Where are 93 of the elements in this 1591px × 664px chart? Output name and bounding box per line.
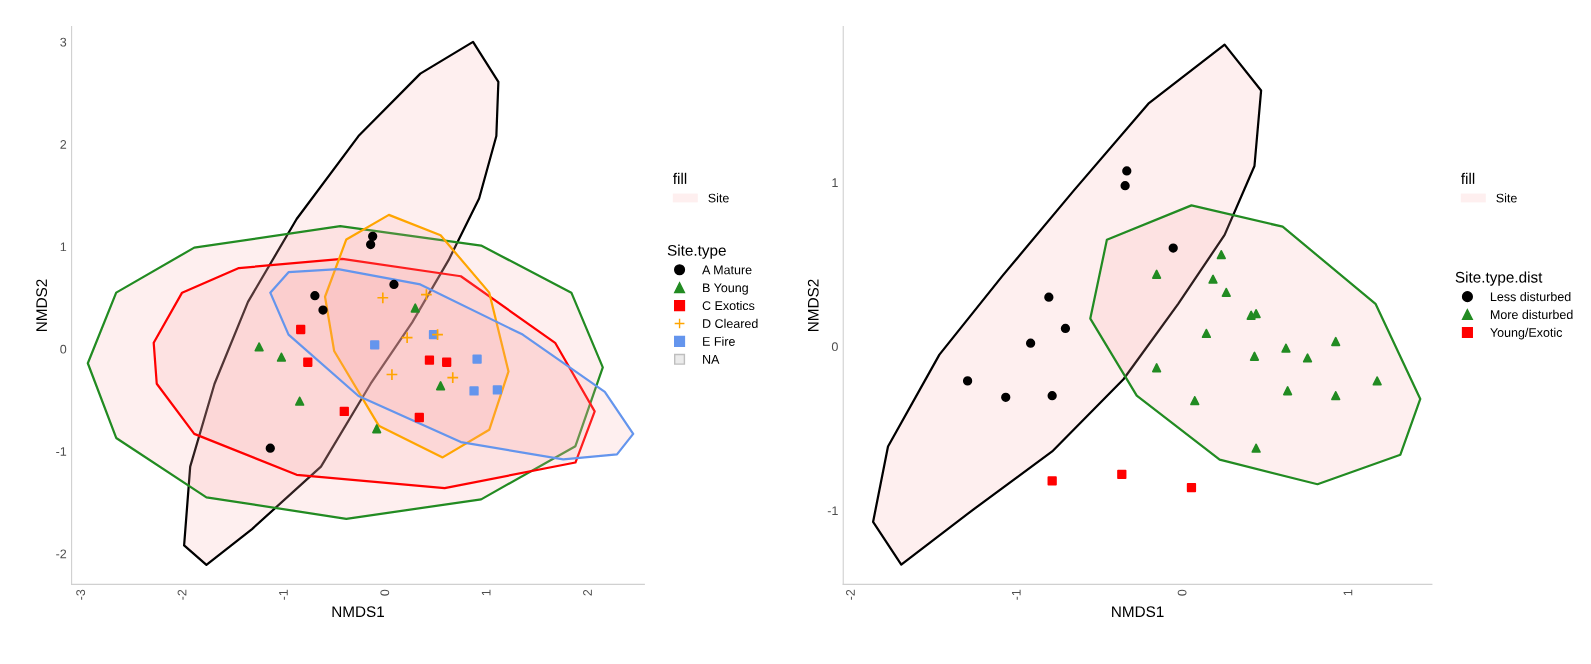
point	[1117, 469, 1127, 480]
point	[296, 324, 306, 335]
point	[1151, 363, 1162, 373]
point	[1001, 392, 1011, 402]
y-tick-label: 1	[60, 242, 67, 252]
point	[1331, 391, 1341, 401]
y-tick-label: 0	[60, 344, 67, 354]
point	[420, 288, 433, 301]
y-tick-label: 2	[60, 140, 67, 149]
legend-label: D Cleared	[703, 318, 758, 328]
point	[431, 328, 444, 341]
legend-title: Site.type.dist	[1455, 271, 1543, 286]
point	[1302, 353, 1313, 363]
point	[424, 355, 435, 365]
y-tick-label: 0	[831, 342, 838, 352]
point	[1060, 323, 1071, 334]
point	[339, 406, 349, 417]
point	[492, 385, 503, 395]
x-axis-title: NMDS1	[1112, 606, 1164, 618]
point	[469, 386, 479, 396]
point	[435, 381, 446, 391]
point	[442, 357, 452, 367]
x-tick-label: 0	[380, 589, 390, 596]
point	[370, 340, 380, 350]
point	[1331, 336, 1341, 347]
text: fill	[673, 172, 687, 184]
point	[276, 352, 287, 362]
x-tick-label: -2	[846, 589, 855, 600]
x-axis-title: NMDS1	[332, 606, 384, 618]
y-tick-label: 3	[60, 37, 67, 47]
point	[1190, 395, 1200, 406]
text: Site	[708, 193, 729, 203]
x-tick-label: 2	[583, 589, 592, 596]
point	[446, 371, 459, 384]
legend-label: Less disturbed	[1490, 291, 1571, 302]
y-tick-label: -2	[56, 549, 67, 559]
y-axis-title: NMDS2	[36, 279, 48, 331]
x-tick-label: -2	[177, 589, 187, 600]
point	[376, 291, 390, 304]
point	[410, 303, 420, 313]
point	[1201, 328, 1212, 338]
point	[414, 412, 424, 423]
y-axis-title: NMDS2	[807, 279, 819, 331]
x-tick-label: -1	[279, 589, 288, 600]
point	[1372, 376, 1382, 386]
point	[254, 342, 264, 352]
point	[1047, 391, 1057, 401]
point	[400, 331, 414, 344]
point	[368, 231, 378, 241]
point	[1281, 343, 1291, 353]
x-tick-label: 1	[1343, 589, 1353, 596]
legend-title: Site.type	[667, 244, 726, 259]
point	[1221, 287, 1231, 297]
legend-label: More disturbed	[1490, 309, 1573, 320]
point	[472, 354, 482, 364]
legend-label: Young/Exotic	[1490, 327, 1563, 340]
point	[1044, 292, 1054, 302]
legend-label: A Mature	[702, 265, 752, 275]
x-tick-label: 1	[481, 589, 491, 596]
point	[389, 279, 399, 290]
point	[1251, 443, 1261, 453]
point	[1186, 482, 1197, 493]
point	[1168, 243, 1178, 253]
point	[385, 368, 399, 381]
point	[1122, 166, 1132, 176]
x-tick-label: -3	[76, 589, 86, 600]
point	[265, 443, 275, 453]
y-tick-label: -1	[827, 506, 838, 516]
point	[1120, 181, 1130, 191]
point	[366, 239, 376, 250]
point	[962, 376, 973, 386]
point	[1047, 476, 1057, 486]
legend-label: NA	[703, 355, 720, 364]
text: fill	[1461, 172, 1475, 184]
point	[1208, 274, 1218, 284]
point	[318, 305, 328, 315]
y-tick-label: 1	[832, 178, 838, 187]
legend-label: C Exotics	[702, 300, 755, 311]
point	[303, 357, 313, 367]
point	[1151, 269, 1162, 279]
point	[295, 396, 305, 406]
text: Site	[1496, 193, 1517, 203]
x-tick-label: 0	[1177, 589, 1187, 596]
point	[1025, 338, 1036, 348]
legend-label: E Fire	[703, 336, 735, 346]
point	[1216, 249, 1226, 260]
point	[372, 424, 382, 434]
point	[1249, 351, 1260, 361]
point	[310, 291, 320, 301]
y-tick-label: -1	[56, 447, 67, 456]
x-tick-label: -1	[1011, 589, 1021, 600]
point	[1282, 386, 1293, 396]
legend-label: B Young	[703, 283, 748, 295]
